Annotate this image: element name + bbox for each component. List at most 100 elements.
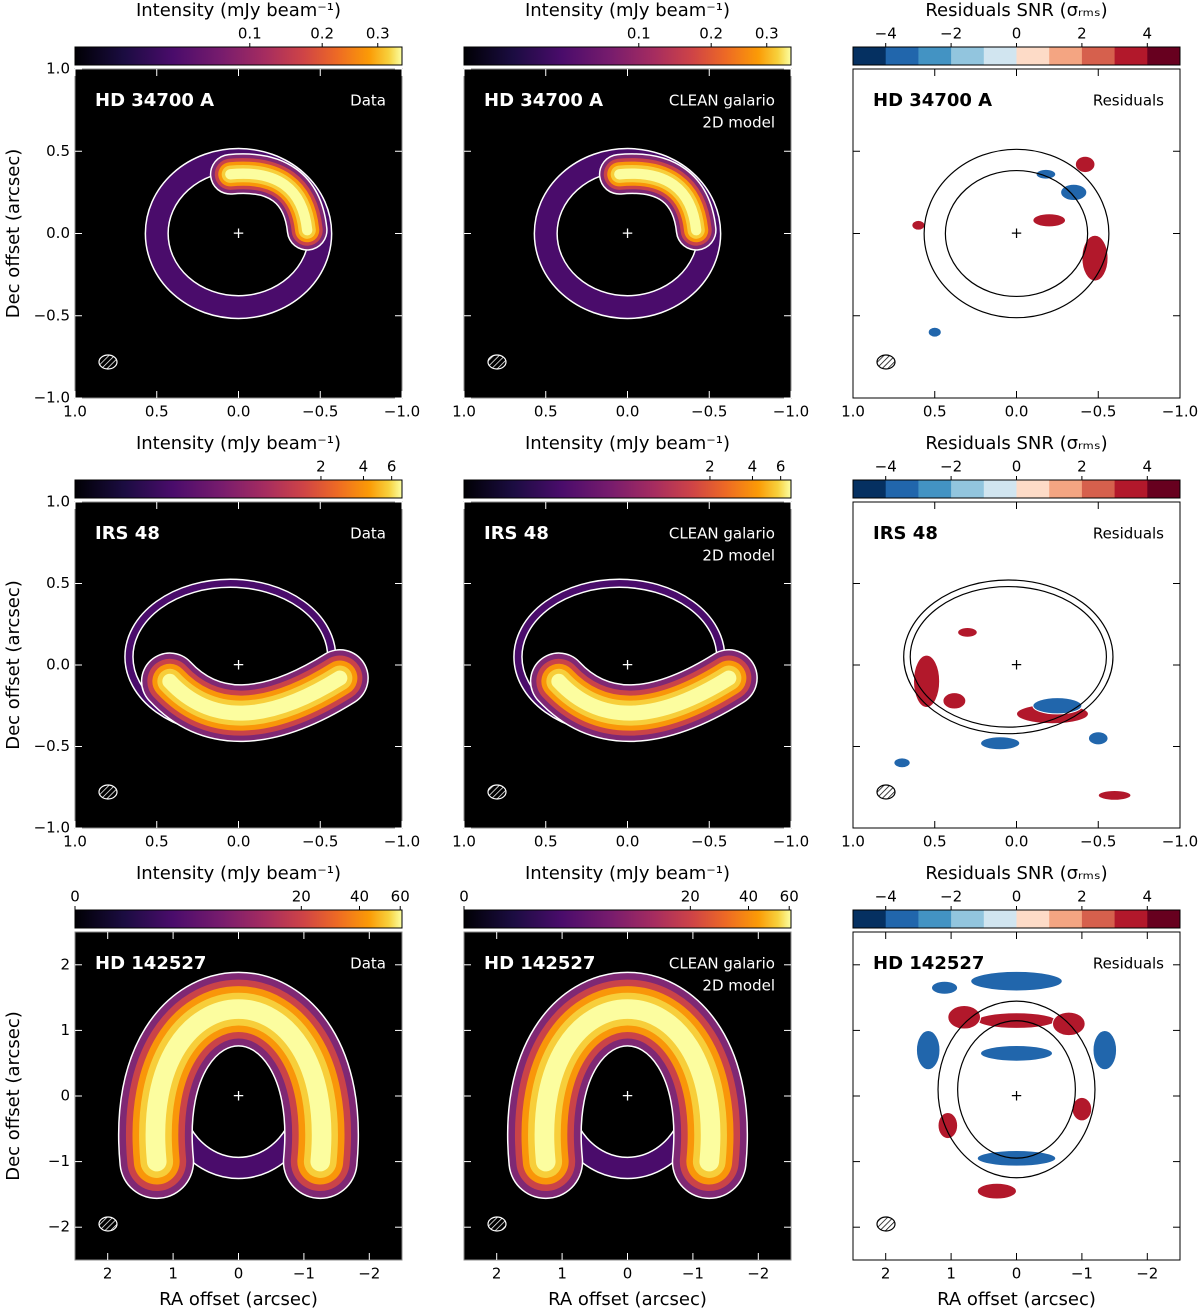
panel-label: Residuals — [1093, 955, 1164, 973]
x-axis-label: RA offset (arcsec) — [937, 1289, 1096, 1310]
x-tick-label: −2 — [358, 1265, 380, 1283]
colorbar-tick-label: 2 — [316, 458, 326, 476]
star-marker: + — [621, 656, 634, 674]
colorbar-tick-label: 4 — [1143, 25, 1153, 43]
y-tick-label: 0.5 — [46, 574, 70, 592]
colorbar-tick-label: 0 — [1012, 25, 1022, 43]
colorbar-step — [1147, 910, 1181, 928]
x-tick-label: 0.0 — [1005, 403, 1029, 421]
image: + — [124, 578, 369, 743]
colorbar-tick-label: 4 — [359, 458, 369, 476]
colorbar-step — [1081, 480, 1116, 498]
emission — [903, 579, 1114, 735]
beam — [98, 784, 118, 800]
x-tick-label: 0 — [234, 1265, 244, 1283]
emission — [614, 168, 702, 236]
panel-label: 2D model — [702, 114, 775, 132]
target-name: HD 142527 — [873, 953, 984, 974]
beam — [487, 784, 507, 800]
x-tick-label: 2 — [881, 1265, 891, 1283]
beam — [876, 1216, 896, 1232]
beam — [876, 784, 896, 800]
image: + — [513, 578, 758, 743]
colorbar-step — [853, 47, 887, 65]
star-marker: + — [232, 1087, 245, 1105]
emission — [1081, 234, 1109, 282]
star-marker: + — [1010, 656, 1023, 674]
colorbar-tick-label: −2 — [940, 458, 962, 476]
image-background — [853, 69, 1180, 398]
colorbar-tick-label: 0.2 — [699, 25, 723, 43]
colorbar-step — [853, 910, 887, 928]
emission — [162, 670, 348, 721]
colorbar-tick-label: 0.2 — [310, 25, 334, 43]
y-axis-label: Dec offset (arcsec) — [3, 149, 24, 319]
y-tick-label: 0 — [60, 1087, 70, 1105]
x-tick-label: 1.0 — [452, 833, 476, 851]
colorbar-step — [983, 480, 1017, 498]
colorbar-tick-label: 0 — [1012, 458, 1022, 476]
emission — [909, 585, 1108, 728]
colorbar-tick-label: 0.3 — [366, 25, 390, 43]
emission — [944, 169, 1089, 298]
panel-label: Residuals — [1093, 92, 1164, 110]
y-tick-label: 1 — [60, 1021, 70, 1039]
target-name: HD 34700 A — [873, 90, 992, 111]
y-tick-label: 0.0 — [46, 224, 70, 242]
emission — [1097, 789, 1132, 801]
y-tick-label: 1.0 — [46, 60, 70, 78]
emission — [1092, 1029, 1118, 1071]
emission — [937, 1000, 1096, 1179]
colorbar — [463, 46, 792, 66]
colorbar-tick-label: 60 — [391, 888, 410, 906]
beam — [876, 354, 896, 370]
x-tick-label: 0.0 — [616, 403, 640, 421]
colorbar-step — [885, 480, 919, 498]
emission — [957, 1020, 1076, 1159]
y-tick-label: −1 — [48, 1152, 70, 1170]
colorbar-step — [1016, 480, 1050, 498]
colorbar-tick-label: 6 — [387, 458, 397, 476]
emission — [980, 736, 1021, 751]
colorbar-step — [951, 480, 985, 498]
colorbar-tick-label: −2 — [940, 888, 962, 906]
emission — [1032, 697, 1083, 715]
y-tick-label: 2 — [60, 955, 70, 973]
x-tick-label: 0.5 — [923, 833, 947, 851]
x-tick-label: 0 — [623, 1265, 633, 1283]
colorbar-label: Residuals SNR (σᵣₘₛ) — [925, 0, 1107, 21]
x-tick-label: −0.5 — [302, 403, 338, 421]
colorbar-tick-label: 0.1 — [627, 25, 651, 43]
x-tick-label: −1.0 — [773, 403, 809, 421]
emission — [912, 654, 941, 708]
x-tick-label: 2 — [103, 1265, 113, 1283]
image: + — [506, 971, 749, 1200]
emission — [911, 219, 926, 231]
x-tick-label: 0.0 — [616, 833, 640, 851]
star-marker: + — [621, 224, 634, 242]
emission — [937, 1111, 959, 1140]
x-tick-label: −1 — [293, 1265, 315, 1283]
x-tick-label: 1 — [946, 1265, 956, 1283]
colorbar-step — [1049, 910, 1083, 928]
x-tick-label: 0.0 — [1005, 833, 1029, 851]
x-tick-label: −0.5 — [302, 833, 338, 851]
colorbar-tick-label: 2 — [1077, 25, 1087, 43]
emission — [225, 168, 313, 236]
target-name: HD 142527 — [95, 953, 206, 974]
colorbar-step — [1114, 47, 1148, 65]
colorbar-tick-label: −4 — [875, 25, 897, 43]
emission — [145, 999, 332, 1172]
x-tick-label: 0.5 — [534, 833, 558, 851]
colorbar — [74, 909, 403, 929]
x-tick-label: 1.0 — [841, 833, 865, 851]
x-tick-label: −2 — [1136, 1265, 1158, 1283]
image: + — [915, 970, 1118, 1200]
image: + — [893, 579, 1132, 801]
y-tick-label: 1.0 — [46, 493, 70, 511]
colorbar-step — [1147, 480, 1181, 498]
emission — [1032, 213, 1067, 228]
target-name: HD 34700 A — [95, 90, 214, 111]
x-tick-label: 0.0 — [227, 403, 251, 421]
